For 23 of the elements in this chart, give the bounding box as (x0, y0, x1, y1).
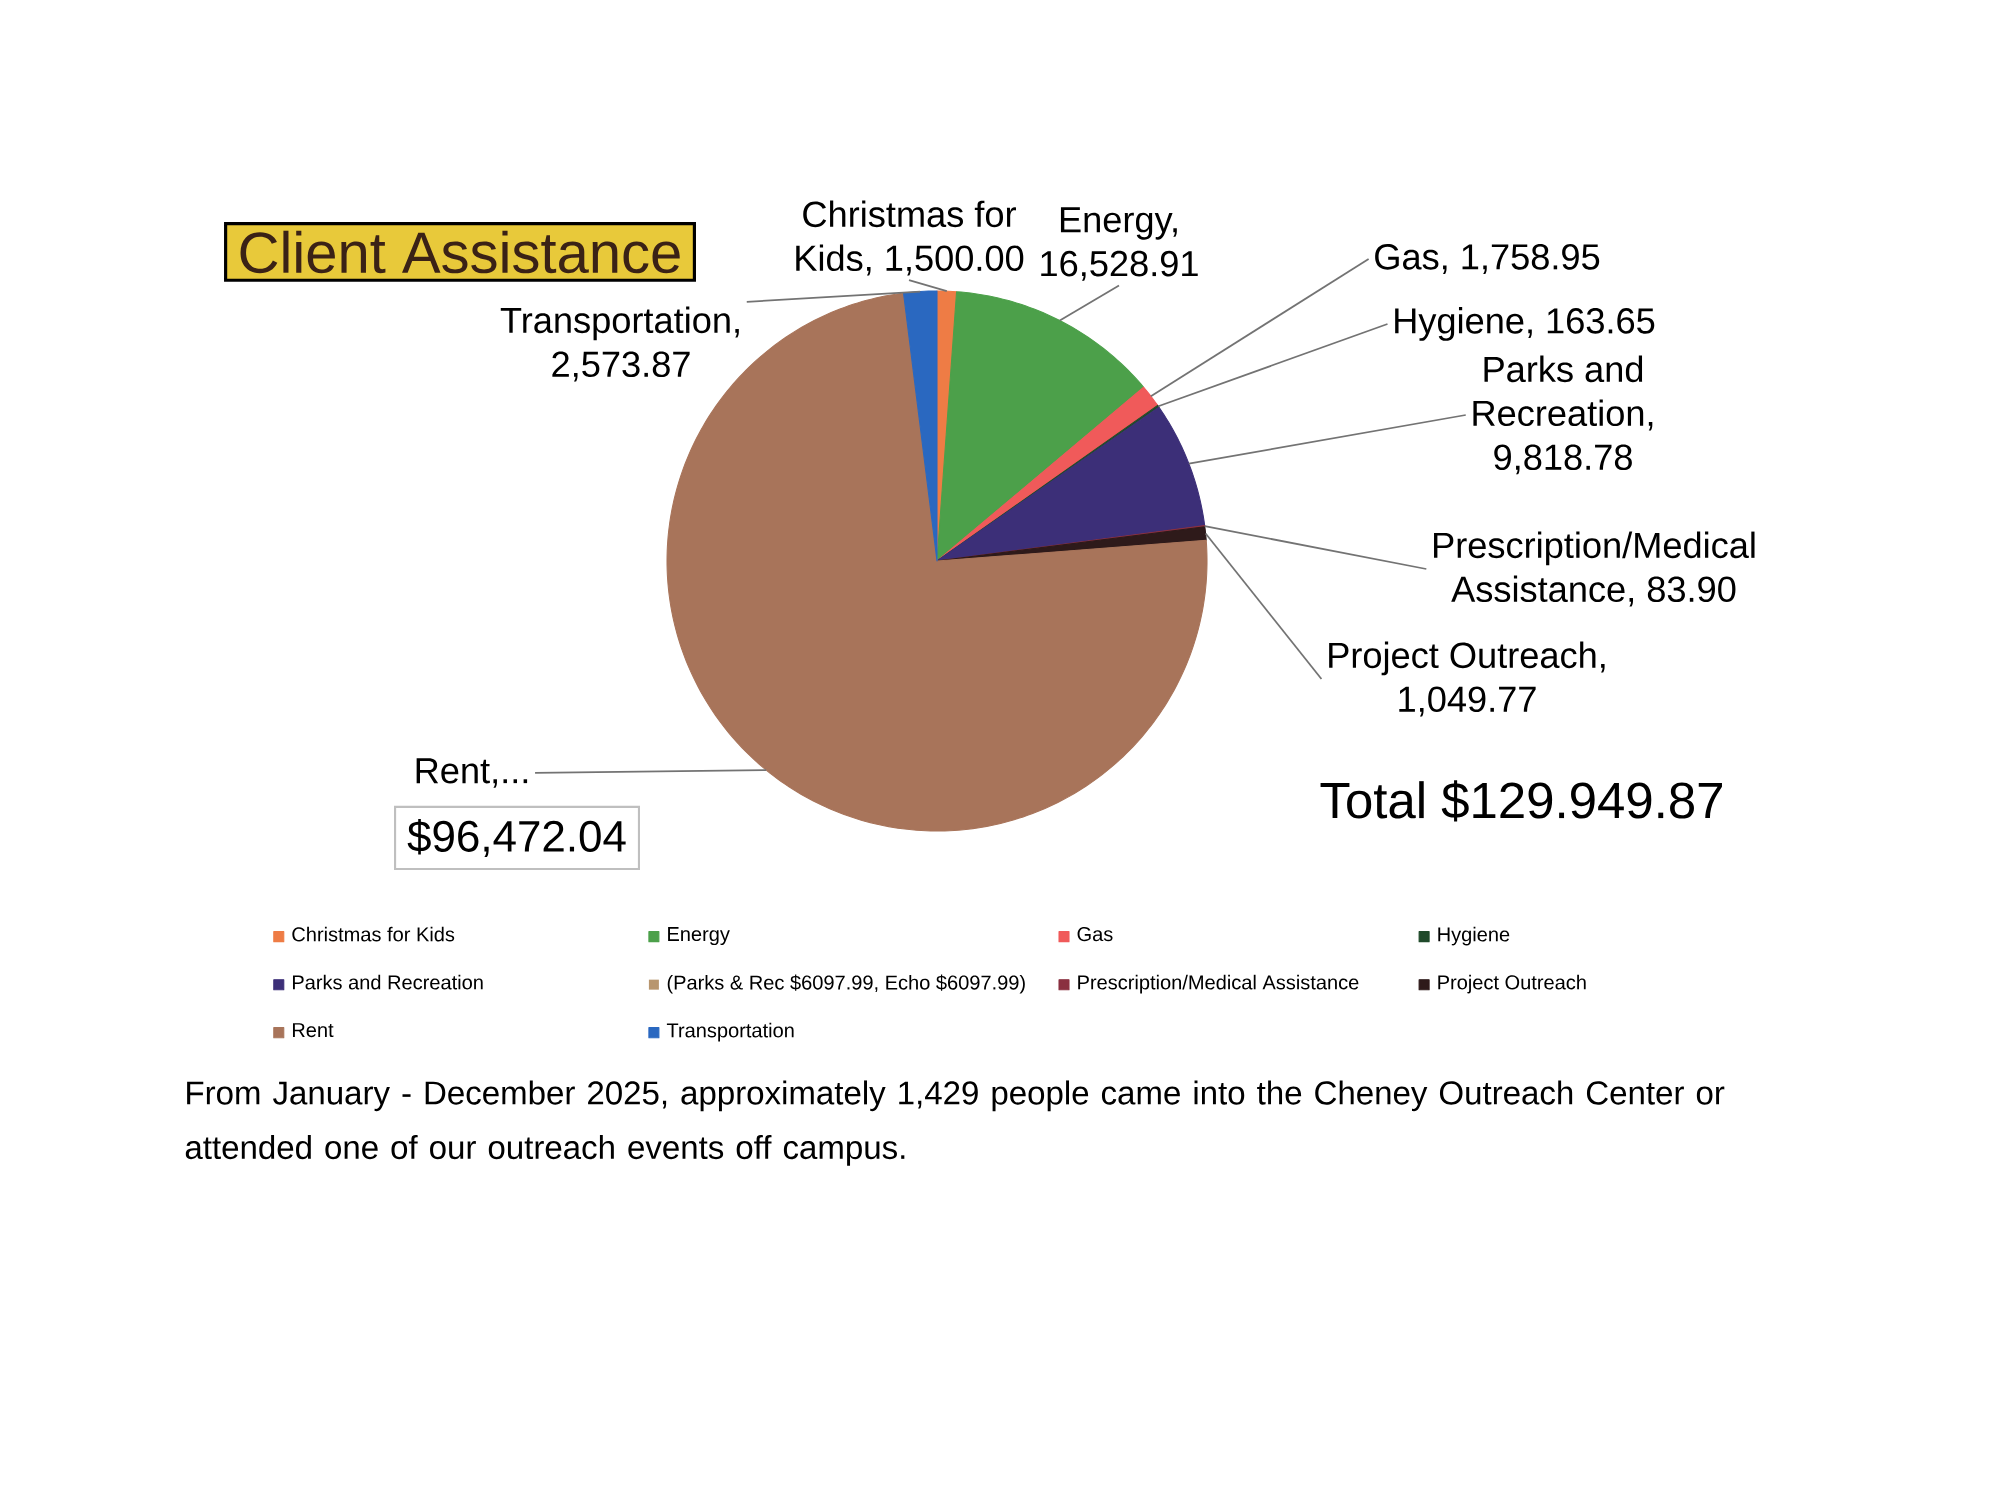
data-label: Hygiene, 163.65 (1395, 307, 1655, 341)
text: $96,472.04 (407, 818, 626, 858)
text: From January - December 2025, approximately 1,429 people came into the Cheney Outreach Center or attended one of our outreach events off campus. (185, 1080, 1725, 1166)
data-label: Energy, 16,528.91 (1041, 207, 1198, 281)
legend-label: Prescription/Medical Assistance (1078, 974, 1359, 994)
legend-label: Parks and Recreation (293, 974, 483, 990)
data-label: Parks and Recreation, 9,818.78 (1473, 355, 1653, 475)
data-label: Prescription/Medical Assistance, 83.90 (1434, 531, 1755, 607)
data-label: Christmas for Kids, 1,500.00 (796, 200, 1024, 276)
data-label: Rent,... (416, 758, 528, 788)
legend-label: Project Outreach (1438, 974, 1586, 994)
legend-label: Christmas for Kids (292, 926, 455, 942)
legend-label: Rent (293, 1023, 334, 1038)
legend-label: Transportation (666, 1022, 794, 1042)
legend-label: Hygiene (1438, 926, 1510, 946)
legend-label: Gas (1077, 927, 1113, 942)
chart-title: Client Assistance (240, 230, 680, 274)
legend-label: Energy (668, 927, 730, 946)
data-label: Project Outreach, 1,049.77 (1329, 641, 1605, 717)
legend-label: (Parks & Rec $6097.99, Echo $6097.99) (667, 974, 1025, 994)
text: Total $129.949.87 (1320, 780, 1722, 822)
data-label: Gas, 1,758.95 (1375, 244, 1600, 274)
data-label: Transportation, 2,573.87 (500, 306, 739, 382)
